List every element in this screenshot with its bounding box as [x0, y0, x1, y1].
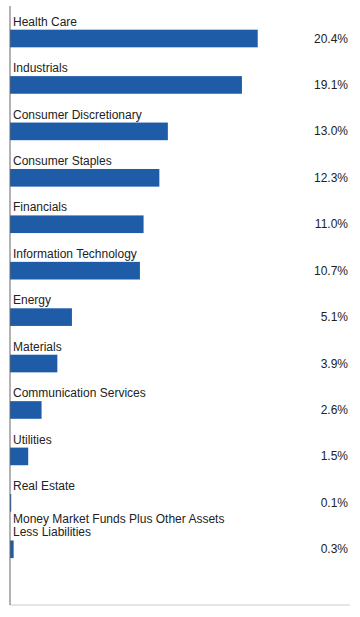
category-label: Utilities — [13, 433, 52, 447]
y-axis-line — [10, 6, 11, 605]
category-label: Consumer Discretionary — [13, 108, 142, 122]
data-label: 19.1% — [314, 78, 348, 92]
bar — [10, 76, 242, 94]
category-label: Materials — [13, 340, 62, 354]
data-label: 0.1% — [321, 496, 349, 510]
bar — [10, 448, 28, 466]
category-label: Communication Services — [13, 386, 146, 400]
bar — [10, 262, 140, 280]
data-label: 3.9% — [321, 357, 349, 371]
chart-container: Health Care 20.4% Industrials 19.1% Consumer… — [0, 0, 360, 617]
data-label: 10.7% — [314, 264, 348, 278]
data-label: 0.3% — [321, 542, 349, 556]
category-label: Consumer Staples — [13, 154, 112, 168]
bar — [10, 123, 168, 141]
data-label: 13.0% — [314, 124, 348, 138]
chart: Health Care 20.4% Industrials 19.1% Consumer… — [0, 0, 360, 617]
x-axis-line — [10, 605, 350, 606]
category-label: Industrials — [13, 61, 68, 75]
data-label: 1.5% — [321, 449, 349, 463]
bar — [10, 215, 144, 233]
category-label: Health Care — [13, 15, 77, 29]
category-label: Financials — [13, 200, 67, 214]
data-label: 2.6% — [321, 403, 349, 417]
bar — [10, 355, 57, 373]
bar — [10, 30, 258, 48]
data-label: 12.3% — [314, 171, 348, 185]
data-label: 20.4% — [314, 32, 348, 46]
data-label: 11.0% — [315, 217, 348, 231]
labels: Health Care 20.4% Industrials 19.1% Consumer… — [13, 15, 348, 557]
category-label: Real Estate — [13, 479, 75, 493]
category-label: Money Market Funds Plus Other AssetsLess… — [13, 512, 224, 539]
bars — [10, 30, 258, 558]
category-label: Information Technology — [13, 247, 137, 261]
bar — [10, 308, 72, 326]
bar — [10, 401, 42, 419]
bar — [10, 540, 14, 558]
category-label: Energy — [13, 293, 51, 307]
data-label: 5.1% — [321, 310, 349, 324]
bar — [10, 169, 159, 187]
